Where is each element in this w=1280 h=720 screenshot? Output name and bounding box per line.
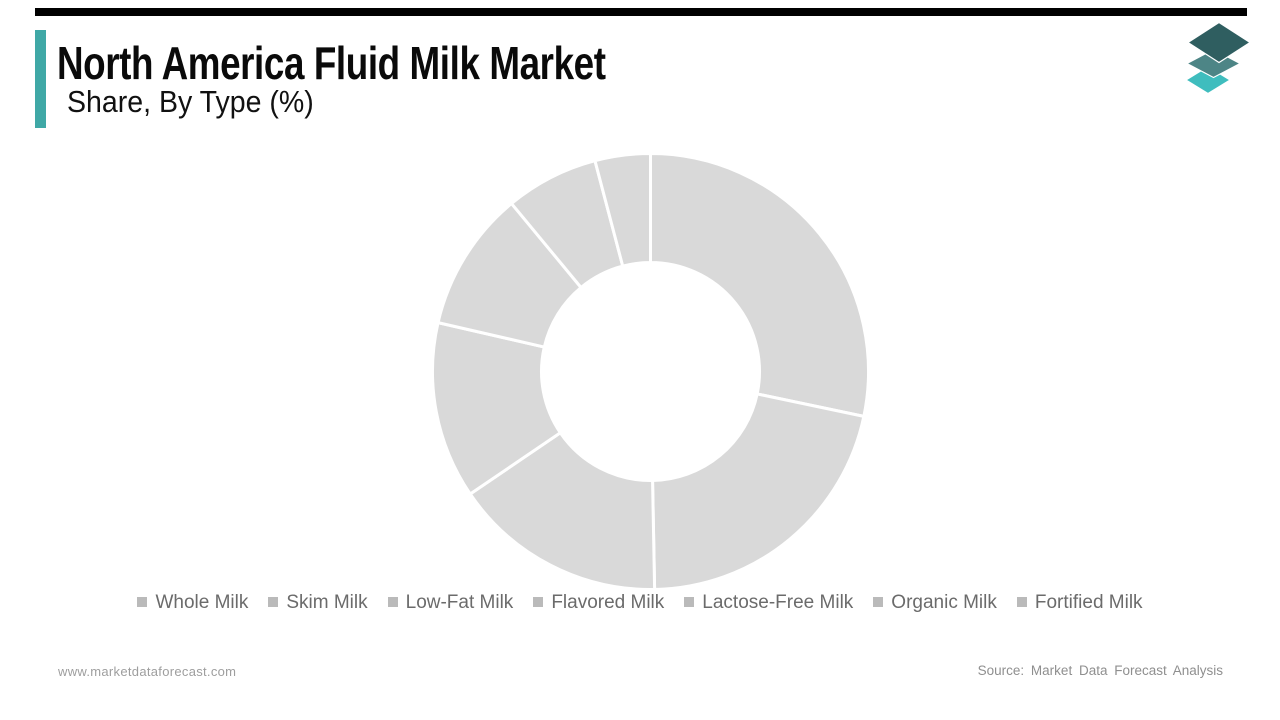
donut-chart xyxy=(431,152,870,591)
legend-item-organic-milk[interactable]: Organic Milk xyxy=(873,593,997,612)
legend-label: Organic Milk xyxy=(891,591,997,613)
footer-source: Source: Market Data Forecast Analysis xyxy=(977,663,1223,678)
market-data-forecast-logo-icon xyxy=(1185,22,1251,95)
legend-marker-icon xyxy=(387,597,398,607)
legend-marker-icon xyxy=(268,597,279,607)
legend-label: Flavored Milk xyxy=(551,591,665,613)
logo-layer-top xyxy=(1186,22,1251,64)
legend-label: Fortified Milk xyxy=(1034,591,1143,613)
page-title: North America Fluid Milk Market xyxy=(57,37,606,89)
legend-item-low-fat-milk[interactable]: Low-Fat Milk xyxy=(387,591,514,613)
donut-slice-low-fat-milk[interactable] xyxy=(468,431,657,591)
legend-label: Lactose-Free Milk xyxy=(702,591,854,613)
footer-website: www.marketdataforecast.com xyxy=(58,664,237,679)
donut-slice-whole-milk[interactable] xyxy=(649,152,870,418)
legend-label: Skim Milk xyxy=(286,591,368,613)
legend-marker-icon xyxy=(137,597,148,607)
donut-slice-skim-milk[interactable] xyxy=(651,392,866,591)
legend-item-flavored-milk[interactable]: Flavored Milk xyxy=(533,593,664,612)
title-accent-bar xyxy=(35,30,46,128)
legend-item-skim-milk[interactable]: Skim Milk xyxy=(268,591,368,613)
legend-item-whole-milk[interactable]: Whole Milk xyxy=(137,593,248,612)
legend-marker-icon xyxy=(533,597,544,607)
legend-item-fortified-milk[interactable]: Fortified Milk xyxy=(1016,591,1143,613)
legend-marker-icon xyxy=(684,597,695,607)
chart-legend: Whole Milk Skim Milk Low-Fat Milk Flavored … xyxy=(0,590,1280,614)
page-subtitle: Share, By Type (%) xyxy=(67,84,314,119)
top-divider-bar xyxy=(35,8,1247,16)
donut-slice-fortified-milk[interactable] xyxy=(593,152,652,268)
legend-marker-icon xyxy=(1016,597,1027,607)
legend-label: Whole Milk xyxy=(155,591,249,613)
legend-item-lactose-free-milk[interactable]: Lactose-Free Milk xyxy=(684,593,853,612)
legend-marker-icon xyxy=(873,597,884,607)
legend-label: Low-Fat Milk xyxy=(405,591,514,613)
